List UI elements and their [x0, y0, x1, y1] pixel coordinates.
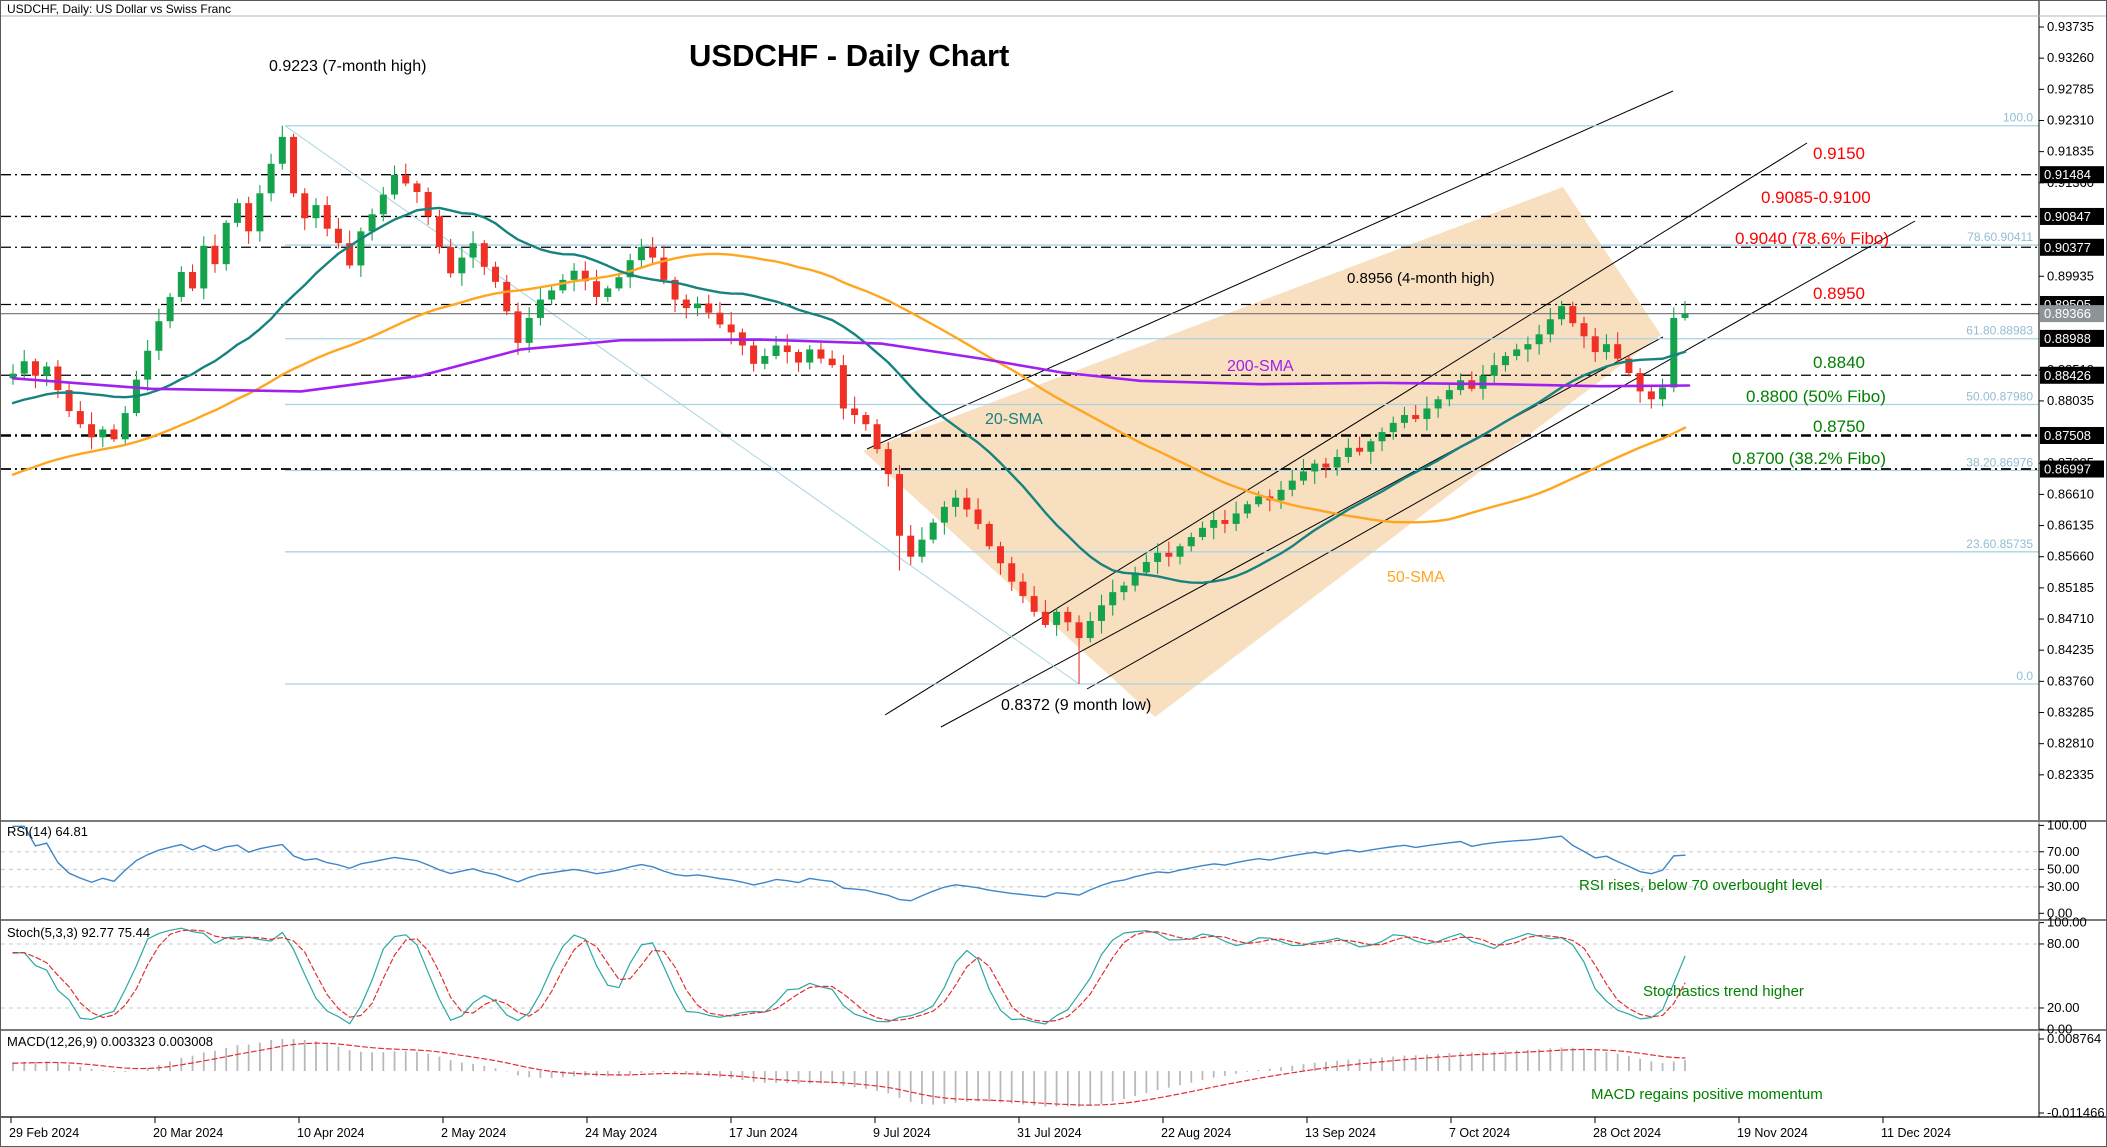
stoch-d-line — [12, 929, 1686, 1023]
price-axis: 0.937350.932600.927850.923100.918350.913… — [2038, 1, 2104, 1117]
svg-text:0.83760: 0.83760 — [2047, 673, 2094, 688]
svg-text:0.008764: 0.008764 — [2047, 1031, 2101, 1046]
svg-text:0.86610: 0.86610 — [2047, 486, 2094, 501]
date-axis: 29 Feb 2024 20 Mar 2024 10 Apr 2024 2 May 2… — [9, 1117, 1951, 1140]
annotation-4-month-high: 0.8956 (4-month high) — [1347, 270, 1495, 287]
svg-text:-0.011466: -0.011466 — [2047, 1105, 2105, 1120]
svg-text:20.00: 20.00 — [2047, 1000, 2080, 1015]
svg-text:9 Jul 2024: 9 Jul 2024 — [873, 1126, 931, 1140]
svg-text:0.88426: 0.88426 — [2044, 368, 2091, 383]
svg-text:0.82335: 0.82335 — [2047, 767, 2094, 782]
svg-text:100.00: 100.00 — [2047, 817, 2087, 832]
svg-text:0.87508: 0.87508 — [2044, 428, 2091, 443]
svg-text:61.80.88983: 61.80.88983 — [1966, 324, 2033, 338]
symbol-label: USDCHF, Daily: US Dollar vs Swiss Franc — [7, 2, 232, 16]
svg-text:10 Apr 2024: 10 Apr 2024 — [297, 1126, 364, 1140]
svg-text:70.00: 70.00 — [2047, 844, 2080, 859]
svg-text:0.93260: 0.93260 — [2047, 50, 2094, 65]
stoch-indicator-label: Stoch(5,3,3) 92.77 75.44 — [7, 925, 151, 940]
candles — [9, 125, 1689, 684]
svg-text:80.00: 80.00 — [2047, 936, 2080, 951]
support-label-8840: 0.8840 — [1813, 353, 1865, 372]
svg-text:19 Nov 2024: 19 Nov 2024 — [1737, 1126, 1808, 1140]
svg-text:0.90377: 0.90377 — [2044, 240, 2091, 255]
svg-text:20 Mar 2024: 20 Mar 2024 — [153, 1126, 223, 1140]
resistance-label-9150: 0.9150 — [1813, 144, 1865, 163]
svg-text:0.91835: 0.91835 — [2047, 144, 2094, 159]
svg-text:38.20.86976: 38.20.86976 — [1966, 455, 2033, 469]
svg-text:31 Jul 2024: 31 Jul 2024 — [1017, 1126, 1082, 1140]
svg-text:11 Dec 2024: 11 Dec 2024 — [1881, 1126, 1951, 1140]
sma-200-line — [11, 338, 1691, 393]
support-label-8700-fibo: 0.8700 (38.2% Fibo) — [1732, 449, 1887, 468]
svg-text:29 Feb 2024: 29 Feb 2024 — [9, 1126, 79, 1140]
svg-text:0.92785: 0.92785 — [2047, 81, 2094, 96]
macd-indicator-label: MACD(12,26,9) 0.003323 0.003008 — [7, 1034, 213, 1049]
svg-text:0.90847: 0.90847 — [2044, 209, 2091, 224]
stoch-annotation: Stochastics trend higher — [1643, 983, 1804, 1000]
svg-text:23.60.85735: 23.60.85735 — [1966, 537, 2033, 551]
annotation-9-month-low: 0.8372 (9 month low) — [1001, 697, 1152, 714]
rsi-annotation: RSI rises, below 70 overbought level — [1579, 877, 1823, 894]
svg-text:50.00.87980: 50.00.87980 — [1966, 390, 2033, 404]
annotation-7-month-high: 0.9223 (7-month high) — [269, 58, 427, 75]
stoch-k-line — [12, 927, 1686, 1025]
sma-20-label: 20-SMA — [985, 411, 1043, 428]
panel-grid — [1, 851, 2039, 1009]
sma-20-line — [11, 206, 1687, 584]
macd-annotation: MACD regains positive momentum — [1591, 1086, 1823, 1103]
svg-text:7 Oct 2024: 7 Oct 2024 — [1449, 1126, 1510, 1140]
svg-text:0.89366: 0.89366 — [2044, 306, 2091, 321]
svg-text:0.88035: 0.88035 — [2047, 393, 2094, 408]
svg-text:50.00: 50.00 — [2047, 861, 2080, 876]
svg-text:100.0: 100.0 — [2003, 111, 2033, 125]
resistance-label-8950: 0.8950 — [1813, 284, 1865, 303]
panel-axis-labels: 100.0070.0050.0030.000.00100.0080.0020.0… — [2039, 817, 2105, 1120]
svg-text:2 May 2024: 2 May 2024 — [441, 1126, 506, 1140]
support-label-8800-fibo: 0.8800 (50% Fibo) — [1746, 387, 1886, 406]
svg-text:0.84710: 0.84710 — [2047, 611, 2094, 626]
resistance-label-9085-9100: 0.9085-0.9100 — [1761, 188, 1871, 207]
panel-separators — [1, 15, 2106, 1118]
svg-text:0.91484: 0.91484 — [2044, 167, 2091, 182]
svg-text:0.86135: 0.86135 — [2047, 518, 2094, 533]
svg-text:0.89935: 0.89935 — [2047, 268, 2094, 283]
sma-50-label: 50-SMA — [1387, 569, 1445, 586]
svg-text:0.0: 0.0 — [2016, 669, 2033, 683]
macd-signal-line — [12, 1042, 1686, 1106]
svg-text:0.92310: 0.92310 — [2047, 112, 2094, 127]
svg-text:0.82810: 0.82810 — [2047, 736, 2094, 751]
svg-text:24 May 2024: 24 May 2024 — [585, 1126, 657, 1140]
resistance-label-9040-fibo: 0.9040 (78.6% Fibo) — [1735, 229, 1890, 248]
fibonacci-lines: 100.0 78.60.90411 61.80.88983 50.00.87980 38… — [284, 111, 2039, 685]
svg-text:0.83285: 0.83285 — [2047, 705, 2094, 720]
support-label-8750: 0.8750 — [1813, 417, 1865, 436]
sma-200-label: 200-SMA — [1227, 358, 1294, 375]
svg-text:13 Sep 2024: 13 Sep 2024 — [1305, 1126, 1376, 1140]
svg-text:78.60.90411: 78.60.90411 — [1967, 230, 2033, 244]
svg-text:0.85660: 0.85660 — [2047, 549, 2094, 564]
sma-50-line — [11, 252, 1687, 524]
svg-text:28 Oct 2024: 28 Oct 2024 — [1593, 1126, 1661, 1140]
chart-title: USDCHF - Daily Chart — [689, 38, 1010, 73]
svg-text:0.84235: 0.84235 — [2047, 642, 2094, 657]
rsi-indicator-label: RSI(14) 64.81 — [7, 824, 88, 839]
channel-shading — [863, 187, 1661, 717]
svg-text:100.00: 100.00 — [2047, 915, 2087, 930]
svg-text:0.85185: 0.85185 — [2047, 580, 2094, 595]
svg-text:0.86997: 0.86997 — [2044, 462, 2091, 477]
svg-text:0.00: 0.00 — [2047, 905, 2072, 920]
svg-text:17 Jun 2024: 17 Jun 2024 — [729, 1126, 798, 1140]
svg-text:0.00: 0.00 — [2047, 1021, 2072, 1036]
svg-text:0.88988: 0.88988 — [2044, 331, 2091, 346]
svg-text:30.00: 30.00 — [2047, 879, 2080, 894]
rsi-line — [12, 825, 1686, 902]
svg-text:22 Aug 2024: 22 Aug 2024 — [1161, 1126, 1231, 1140]
svg-text:0.93735: 0.93735 — [2047, 19, 2094, 34]
trend-lines — [866, 90, 1916, 728]
